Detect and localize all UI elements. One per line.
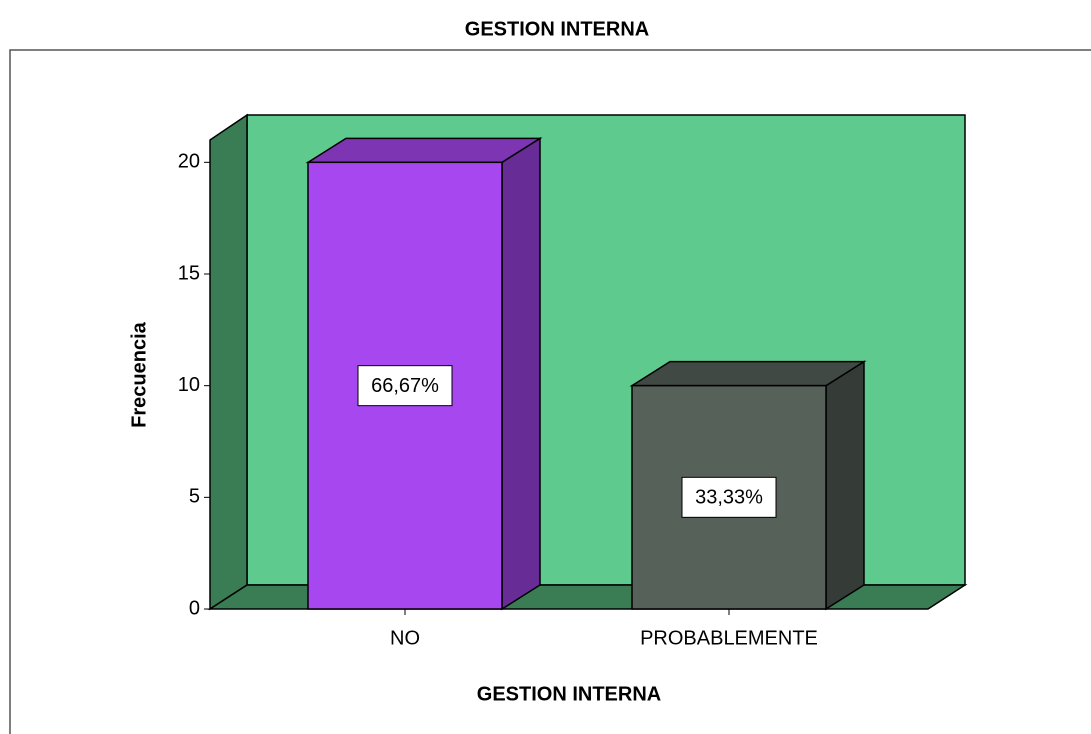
- chart-title: GESTION INTERNA: [465, 18, 649, 40]
- y-tick-label: 5: [189, 486, 200, 508]
- y-tick-label: 15: [178, 262, 200, 284]
- x-axis-title: GESTION INTERNA: [477, 683, 661, 705]
- x-tick-label: PROBABLEMENTE: [640, 627, 818, 649]
- y-tick-label: 0: [189, 597, 200, 619]
- value-label: 66,67%: [371, 375, 439, 397]
- bar-top: [629, 360, 867, 387]
- bar-side: [501, 136, 541, 611]
- value-label: 33,33%: [695, 487, 763, 509]
- bar-top: [305, 137, 543, 164]
- bar-side: [825, 360, 865, 611]
- value-label-box: [681, 476, 777, 518]
- y-tick-label: 10: [178, 374, 200, 396]
- y-axis-title: Frecuencia: [128, 321, 150, 427]
- value-label-box: [357, 365, 453, 407]
- y-tick-label: 20: [178, 151, 200, 173]
- x-tick-label: NO: [390, 627, 420, 649]
- chart-frame: [9, 49, 1091, 734]
- left-wall: [209, 113, 248, 611]
